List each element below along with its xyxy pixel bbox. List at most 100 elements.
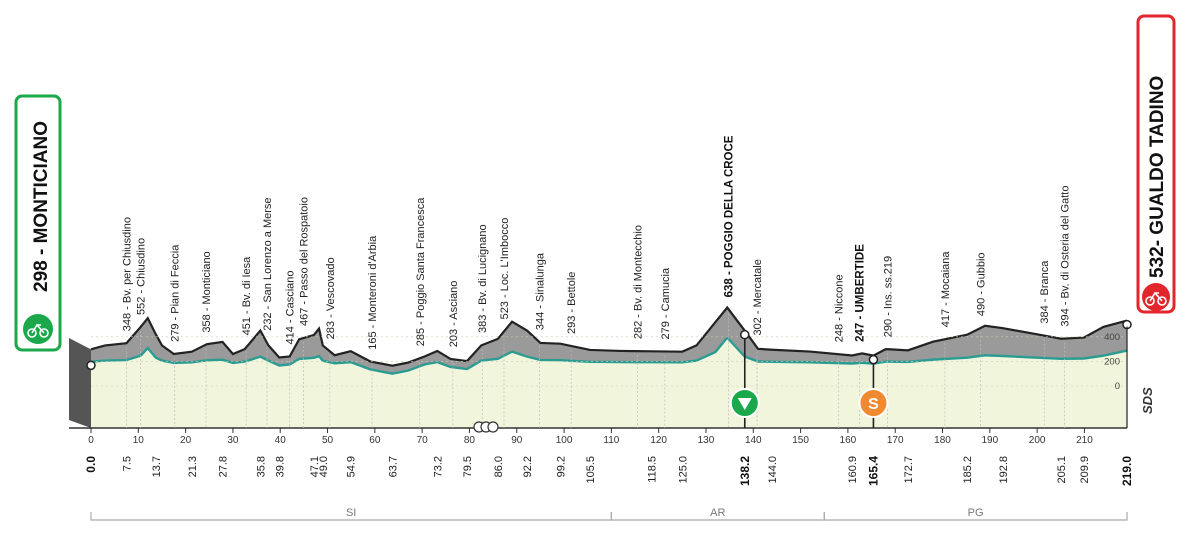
distance-label: 63.7 xyxy=(387,456,399,477)
km-tick-label: 140 xyxy=(745,435,762,446)
distance-label: 13.7 xyxy=(151,456,163,477)
km-tick-label: 120 xyxy=(650,435,667,446)
distance-label: 185.2 xyxy=(962,456,974,484)
waypoint-label: 467 - Passo del Rospatoio xyxy=(298,197,310,326)
distance-label: 192.8 xyxy=(998,456,1010,484)
distance-label: 47.1 xyxy=(309,456,321,477)
distance-label: 144.0 xyxy=(767,456,779,484)
distance-label: 73.2 xyxy=(432,456,444,477)
distance-label: 0.0 xyxy=(84,456,98,473)
distance-label: 125.0 xyxy=(677,456,689,484)
waypoint-label: 285 - Poggio Santa Francesca xyxy=(415,197,427,346)
waypoint-label: 383 - Bv. di Lucignano xyxy=(477,224,489,333)
distance-label: 209.9 xyxy=(1079,456,1091,484)
distance-label: 39.8 xyxy=(274,456,286,477)
brand-logo: SDS xyxy=(1140,387,1155,414)
altitude-tick-label: 200 xyxy=(1104,356,1120,367)
km-tick-label: 90 xyxy=(511,435,523,446)
km-tick-label: 40 xyxy=(275,435,287,446)
waypoint-label: 290 - Ins. ss.219 xyxy=(883,256,895,337)
start-badge-frame xyxy=(14,94,62,352)
waypoint-label: 414 - Casciano xyxy=(285,270,297,344)
finish-city-label: 532- GUALDO TADINO xyxy=(1147,76,1168,278)
cyclist-finish-icon xyxy=(1142,283,1170,311)
km-tick-label: 30 xyxy=(227,435,239,446)
waypoint-label: 279 - Camucia xyxy=(660,267,672,339)
distance-label: 86.0 xyxy=(493,456,505,477)
km-tick-label: 160 xyxy=(840,435,857,446)
waypoint-label: 638 - POGGIO DELLA CROCE xyxy=(724,135,736,297)
waypoint-label: 490 - Gubbio xyxy=(975,252,987,316)
profile-side-wall xyxy=(69,338,91,428)
distance-label: 79.5 xyxy=(462,456,474,477)
bike-icon xyxy=(27,323,49,338)
waypoint-label: 283 - Vescovado xyxy=(325,257,337,339)
distance-label: 54.9 xyxy=(346,456,358,477)
km-tick-label: 210 xyxy=(1076,435,1093,446)
waypoint-label: 552 - Chiusdino xyxy=(136,238,148,315)
distance-label: 92.2 xyxy=(522,456,534,477)
km-tick-label: 50 xyxy=(322,435,334,446)
waypoint-label: 384 - Branca xyxy=(1039,260,1051,324)
km-tick-label: 180 xyxy=(934,435,951,446)
finish-badge-frame xyxy=(1136,14,1176,314)
chart-layer: 0 200 400 0 10 20 30 40 50 60 70 80 90 100 110 120 130 14… xyxy=(69,135,1134,521)
distance-label: 7.5 xyxy=(121,456,133,471)
profile-teal-line xyxy=(90,335,1128,375)
sprint-label: S xyxy=(868,396,879,413)
start-point xyxy=(86,360,96,371)
gpm-triangle-icon xyxy=(737,398,752,410)
waypoint-label: 394 - Bv. di Osteria del Gatto xyxy=(1060,186,1072,327)
waypoint-label: 247 - UMBERTIDE xyxy=(855,244,867,342)
waypoint-label: 165 - Monteroni d'Arbia xyxy=(367,235,379,350)
waypoint-label: 451 - Bv. di Iesa xyxy=(241,256,253,336)
km-tick-label: 10 xyxy=(133,435,145,446)
mountain-band xyxy=(91,307,1127,374)
waypoint-label: 279 - Pian di Feccia xyxy=(170,244,182,342)
waypoint-label: 344 - Sinalunga xyxy=(534,252,546,330)
profile-top-line xyxy=(90,305,1128,367)
region-label: SI xyxy=(346,507,356,519)
sprint-point xyxy=(868,354,879,365)
km-tick-label: 190 xyxy=(981,435,998,446)
waypoint-label: 282 - Bv. di Montecchio xyxy=(632,225,644,339)
gpm-point xyxy=(740,329,750,340)
distance-label: 27.8 xyxy=(218,456,230,477)
altitude-tick-label: 0 xyxy=(1115,381,1120,392)
km-tick-label: 0 xyxy=(88,435,94,446)
distance-label: 172.7 xyxy=(903,456,915,484)
waypoint-label: 348 - Bv. per Chiusdino xyxy=(121,217,133,331)
distance-label: 105.5 xyxy=(585,456,597,484)
waypoint-label: 358 - Monticiano xyxy=(201,251,213,332)
km-tick-label: 60 xyxy=(369,435,381,446)
start-badge: 298 - MONTICIANO xyxy=(14,94,62,352)
waypoint-label: 523 - Loc. L'Imbocco xyxy=(499,218,511,320)
distance-label: 21.3 xyxy=(187,456,199,477)
region-bracket xyxy=(823,512,1128,521)
distance-label: 205.1 xyxy=(1056,456,1068,484)
railway-crossing-icon xyxy=(487,421,499,433)
distance-label: 165.4 xyxy=(866,456,880,486)
waypoint-label: 248 - Niccone xyxy=(833,274,845,342)
waypoint-label: 203 - Asciano xyxy=(448,281,460,348)
km-tick-label: 200 xyxy=(1029,435,1046,446)
km-tick-label: 20 xyxy=(180,435,192,446)
waypoint-label: 302 - Mercatale xyxy=(752,259,764,335)
distance-label: 160.9 xyxy=(847,456,859,484)
km-tick-label: 100 xyxy=(556,435,573,446)
km-tick-label: 70 xyxy=(417,435,429,446)
waypoint-label: 293 - Bettole xyxy=(566,272,578,334)
distance-label: 138.2 xyxy=(738,456,752,486)
waypoint-label: 417 - Mocaiana xyxy=(940,251,952,328)
finish-badge: 532- GUALDO TADINO xyxy=(1136,14,1176,314)
cyclist-icon xyxy=(23,314,53,344)
km-tick-label: 170 xyxy=(887,435,904,446)
waypoint-label: 232 - San Lorenzo a Merse xyxy=(262,197,274,330)
distance-label: 118.5 xyxy=(647,456,659,483)
distance-label: 49.0 xyxy=(318,456,330,477)
km-tick-label: 130 xyxy=(698,435,715,446)
start-city-label: 298 - MONTICIANO xyxy=(31,121,52,292)
km-tick-label: 110 xyxy=(603,435,619,446)
distance-label: 99.2 xyxy=(555,456,567,477)
